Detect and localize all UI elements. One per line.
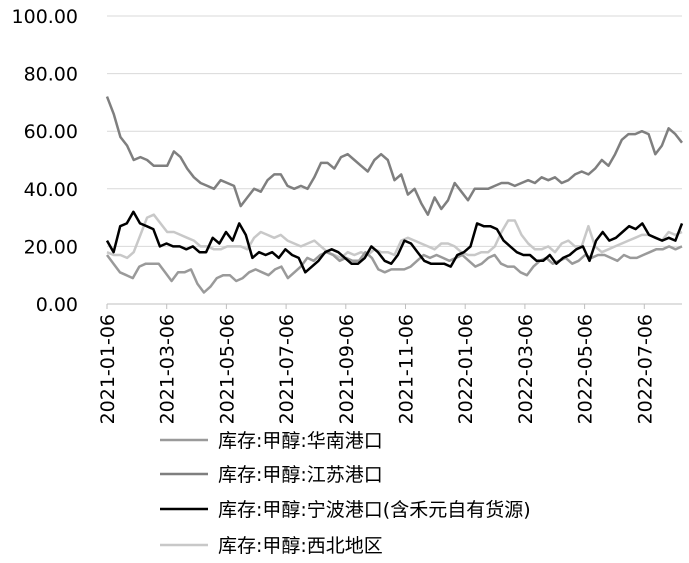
series-line-3	[106, 213, 683, 260]
gridlines	[107, 15, 682, 247]
x-tick-label: 2021-05-06	[216, 314, 238, 424]
y-tick-label: 0.00	[36, 294, 78, 316]
series-lines	[105, 96, 684, 294]
x-tick-label: 2022-03-06	[515, 314, 537, 424]
legend-label-0: 库存:甲醇:华南港口	[218, 430, 383, 452]
x-tick-label: 2022-07-06	[634, 314, 656, 424]
x-tick-label: 2021-07-06	[276, 314, 298, 424]
y-tick-label: 20.00	[24, 236, 78, 258]
x-tick-label: 2021-03-06	[157, 314, 179, 424]
y-tick-label: 80.00	[24, 64, 78, 86]
y-tick-label: 40.00	[24, 179, 78, 201]
x-tick-label: 2021-09-06	[336, 314, 358, 424]
series-line-1	[105, 96, 683, 216]
legend-label-3: 库存:甲醇:西北地区	[218, 535, 383, 557]
x-axis: 2021-01-06 2021-03-06 2021-05-06 2021-07-06…	[97, 303, 682, 424]
x-tick-label: 2022-01-06	[455, 314, 477, 424]
y-tick-label: 100.00	[12, 6, 78, 28]
legend-label-1: 库存:甲醇:江苏港口	[218, 464, 383, 486]
y-axis-ticks: 100.00 80.00 60.00 40.00 20.00 0.00	[12, 6, 78, 316]
series-line-2	[105, 210, 684, 274]
x-tick-label: 2021-11-06	[396, 314, 418, 424]
legend-label-2: 库存:甲醇:宁波港口(含禾元自有货源)	[218, 499, 531, 521]
y-tick-label: 60.00	[24, 121, 78, 143]
x-tick-label: 2022-05-06	[575, 314, 597, 424]
x-tick-label: 2021-01-06	[97, 314, 119, 424]
